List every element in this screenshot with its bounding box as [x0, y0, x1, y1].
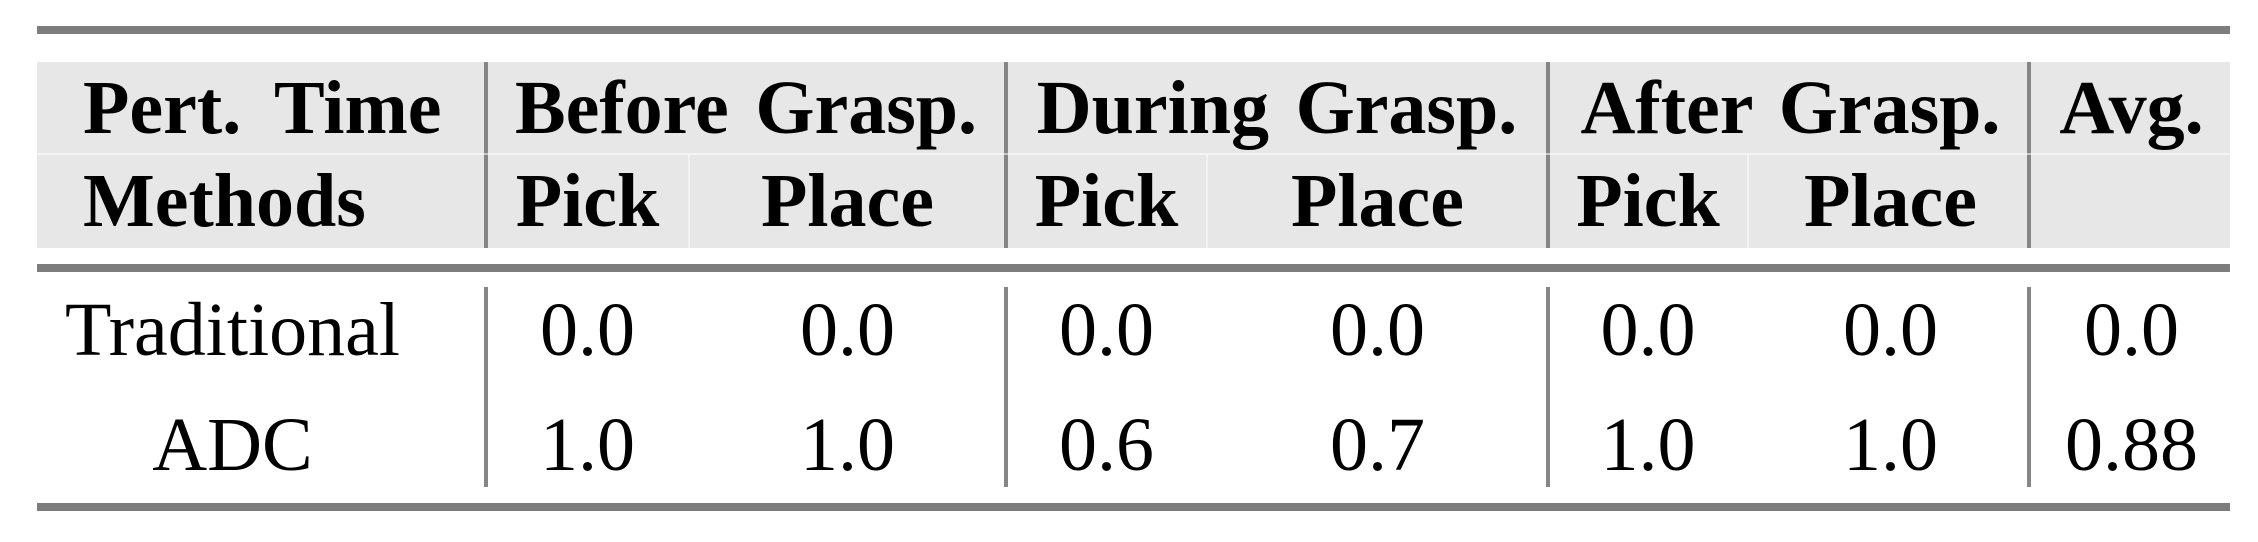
table-body: Traditional 0.0 0.0 0.0 0.0 0.0 0.0 0.0 … [37, 272, 2230, 503]
cell-adc-after-pick: 1.0 [1600, 403, 1696, 488]
header-before-pick: Pick [515, 159, 660, 243]
header-group-before-grasp: Before Grasp. [514, 66, 978, 150]
cell-traditional-before-pick: 0.0 [540, 287, 635, 372]
cell-traditional-after-place: 0.0 [1843, 287, 1938, 372]
header-after-place: Place [1803, 159, 1977, 243]
header-group-during-grasp: During Grasp. [1036, 66, 1518, 150]
subcolumn-seam [688, 155, 690, 248]
row-method-label: Traditional [65, 287, 400, 372]
cell-traditional-before-place: 0.0 [800, 287, 895, 372]
header-row-seam [37, 153, 2230, 155]
header-during-pick: Pick [1034, 159, 1179, 243]
top-rule [37, 26, 2230, 34]
column-separator [1004, 287, 1008, 487]
header-methods: Methods [83, 159, 366, 243]
cell-adc-during-pick: 0.6 [1059, 403, 1154, 488]
row-method-label: ADC [152, 403, 313, 488]
column-separator [1546, 62, 1550, 248]
table-header: Pert. Time Before Grasp. During Grasp. A… [37, 62, 2230, 248]
column-separator [2027, 287, 2031, 487]
column-separator [2027, 62, 2031, 248]
cell-traditional-avg: 0.0 [2084, 287, 2179, 372]
column-separator [1004, 62, 1008, 248]
cell-adc-during-place: 0.7 [1330, 403, 1425, 488]
cell-adc-before-pick: 1.0 [540, 403, 635, 488]
cell-traditional-after-pick: 0.0 [1600, 287, 1696, 372]
column-separator [1546, 287, 1550, 487]
header-pert-time: Pert. Time [83, 66, 442, 150]
cell-adc-before-place: 1.0 [800, 403, 895, 488]
mid-rule [37, 264, 2230, 272]
bottom-rule [37, 503, 2230, 511]
column-separator [484, 62, 488, 248]
header-group-after-grasp: After Grasp. [1580, 66, 2001, 150]
cell-adc-avg: 0.88 [2065, 403, 2198, 488]
header-after-pick: Pick [1576, 159, 1720, 243]
subcolumn-seam [1747, 155, 1749, 248]
header-avg-empty [2033, 154, 2230, 248]
cell-traditional-during-pick: 0.0 [1059, 287, 1154, 372]
column-separator [484, 287, 488, 487]
subcolumn-seam [1206, 155, 1208, 248]
header-before-place: Place [760, 159, 934, 243]
header-avg: Avg. [2059, 66, 2204, 150]
cell-traditional-during-place: 0.0 [1330, 287, 1425, 372]
cell-adc-after-place: 1.0 [1843, 403, 1938, 488]
header-during-place: Place [1290, 159, 1464, 243]
